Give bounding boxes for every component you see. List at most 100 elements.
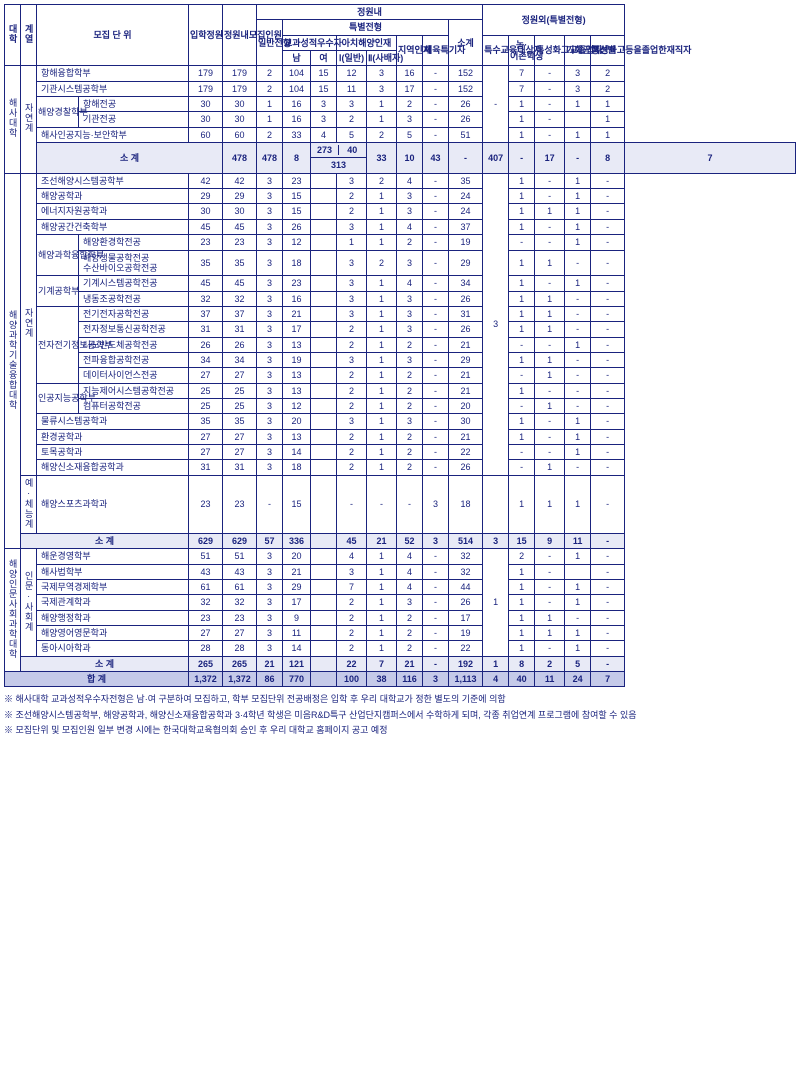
cell: 2: [397, 444, 423, 459]
cell: 3: [257, 626, 283, 641]
cell: [311, 549, 337, 564]
cell: 179: [223, 66, 257, 81]
cell: 2: [337, 610, 367, 625]
cell: -: [535, 81, 565, 96]
cell: 소 계: [21, 534, 189, 549]
cell: [311, 475, 337, 533]
cell: 3: [257, 235, 283, 250]
table-row: 예·체능계해양스포츠과학과2323-15---318111-: [5, 475, 796, 533]
cell: 25: [189, 398, 223, 413]
cell: 45: [223, 219, 257, 234]
cell: 합 계: [5, 672, 189, 687]
cell: 2: [337, 641, 367, 656]
cell: 21: [283, 564, 311, 579]
cell: 1: [565, 595, 591, 610]
cell: [311, 235, 337, 250]
cell: 3: [311, 97, 337, 112]
cell: -: [591, 219, 625, 234]
cell: -: [535, 549, 565, 564]
cell: [311, 276, 337, 291]
cell: 3: [397, 595, 423, 610]
cell: 3: [337, 173, 367, 188]
cell: -: [565, 398, 591, 413]
cell: -: [423, 235, 449, 250]
cell: 1: [509, 626, 535, 641]
cell: 3: [257, 641, 283, 656]
cell: 38: [367, 672, 397, 687]
hdr-rural: 농·어촌학생: [509, 35, 535, 66]
cell: 265: [223, 656, 257, 671]
cell: 35: [189, 414, 223, 429]
cell: 25: [223, 398, 257, 413]
cell: 22: [449, 444, 483, 459]
cell: -: [591, 460, 625, 475]
cell: 3: [397, 322, 423, 337]
cell: -: [423, 337, 449, 352]
unit-name: 기계시스템공학전공: [79, 276, 189, 291]
cell: 7: [591, 672, 625, 687]
cell: 37: [449, 219, 483, 234]
cell: 1: [367, 219, 397, 234]
cell: 31: [449, 306, 483, 321]
cell: -: [535, 97, 565, 112]
cell: -: [423, 306, 449, 321]
cell: 1: [367, 204, 397, 219]
cell: 1: [367, 398, 397, 413]
cell: 1: [367, 306, 397, 321]
cell: -: [509, 398, 535, 413]
cell: 8: [591, 143, 625, 174]
cell: [311, 204, 337, 219]
cell: 1: [535, 368, 565, 383]
cell: -: [423, 81, 449, 96]
cell: 4: [397, 219, 423, 234]
cell: -: [591, 414, 625, 429]
cell: 3: [257, 383, 283, 398]
cell: 116: [397, 672, 423, 687]
cell: 21: [449, 383, 483, 398]
cell: [311, 306, 337, 321]
cell: 3: [337, 564, 367, 579]
cell: 1: [337, 235, 367, 250]
cell: 478: [257, 143, 283, 174]
cell: 26: [449, 112, 483, 127]
cell: -: [423, 219, 449, 234]
cell: [311, 641, 337, 656]
cell: 27: [189, 429, 223, 444]
cell: 45: [223, 276, 257, 291]
table-row: 토목공학과2727314212-22--1-: [5, 444, 796, 459]
cell: 30: [223, 112, 257, 127]
cell: 43: [223, 564, 257, 579]
cell: -: [591, 383, 625, 398]
cell: 26: [449, 322, 483, 337]
cell: -: [423, 595, 449, 610]
cell: -: [535, 112, 565, 127]
cell: -: [423, 444, 449, 459]
cell: [311, 383, 337, 398]
cell: 61: [223, 580, 257, 595]
dept-name: 기계공학부: [37, 276, 79, 307]
cell: 1: [591, 97, 625, 112]
cell: 1: [535, 475, 565, 533]
cell: 1,372: [189, 672, 223, 687]
cell: [311, 250, 337, 276]
cell: -: [591, 626, 625, 641]
cell: 1: [257, 112, 283, 127]
cell: 12: [283, 235, 311, 250]
cell: -: [509, 143, 535, 174]
cell: 1: [509, 306, 535, 321]
cell: 13: [283, 429, 311, 444]
cell: -: [591, 429, 625, 444]
cell: 37: [223, 306, 257, 321]
cell: 60: [189, 127, 223, 142]
cell: 21: [449, 337, 483, 352]
unit-name: 데이터사이언스전공: [79, 368, 189, 383]
cell: [483, 475, 509, 533]
cell: 1: [565, 204, 591, 219]
cell: [311, 626, 337, 641]
cell: 13: [283, 368, 311, 383]
cell: 629: [189, 534, 223, 549]
cell: 1: [367, 383, 397, 398]
footnotes: ※ 해사대학 교과성적우수자전형은 남·여 구분하여 모집하고, 학부 모집단위…: [4, 693, 796, 738]
cell: 30: [449, 414, 483, 429]
cell: 27: [189, 368, 223, 383]
